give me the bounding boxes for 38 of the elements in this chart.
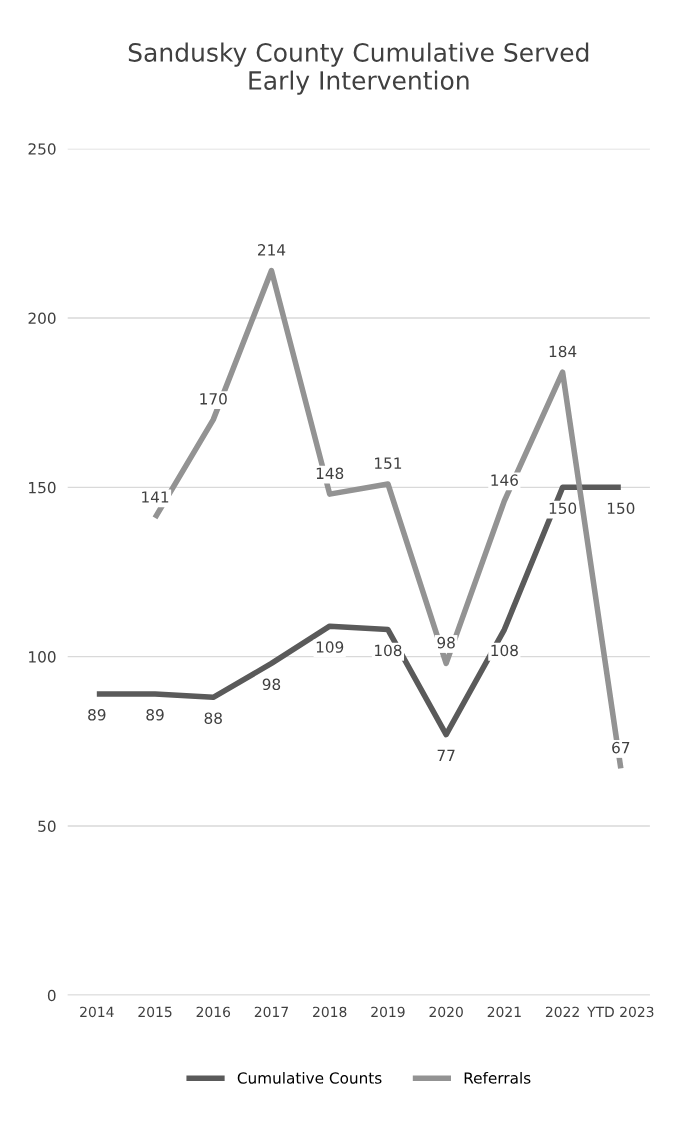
y-tick-label: 200: [28, 312, 56, 325]
data-label: 170: [200, 393, 227, 405]
data-label: 98: [437, 636, 455, 649]
x-tick-label: 2021: [487, 1006, 521, 1018]
data-label: 98: [262, 678, 281, 691]
legend-label: Referrals: [464, 1071, 531, 1084]
x-tick-label: 2014: [80, 1006, 114, 1018]
y-tick-label: 100: [29, 651, 56, 663]
x-tick-label: 2018: [313, 1006, 347, 1018]
data-label: 150: [549, 502, 577, 514]
data-label: 77: [437, 749, 455, 761]
y-tick-label: 0: [47, 989, 56, 1002]
data-label: 67: [612, 741, 630, 754]
data-label: 109: [316, 641, 344, 653]
x-tick-label: 2017: [254, 1006, 288, 1018]
data-label: 89: [146, 709, 164, 721]
data-label: 89: [88, 709, 106, 721]
x-tick-label: 2022: [545, 1006, 579, 1018]
data-label: 148: [316, 467, 344, 480]
data-label: 151: [375, 457, 402, 469]
data-label: 150: [607, 502, 635, 514]
x-tick-label: YTD 2023: [587, 1006, 654, 1018]
data-label: 146: [491, 474, 518, 486]
y-tick-label: 50: [38, 820, 56, 832]
data-label: 108: [375, 644, 402, 657]
x-tick-label: 2016: [196, 1006, 231, 1018]
legend-label: Cumulative Counts: [237, 1071, 382, 1084]
data-label: 214: [258, 244, 286, 256]
x-tick-label: 2020: [429, 1006, 463, 1018]
y-tick-label: 150: [29, 481, 56, 494]
x-tick-label: 2019: [371, 1006, 405, 1018]
x-tick-label: 2015: [138, 1006, 172, 1018]
chart-title: Sandusky County Cumulative Served Early Intervention: [128, 42, 589, 95]
data-label: 88: [204, 712, 222, 724]
y-tick-label: 250: [28, 143, 56, 155]
data-label: 141: [142, 491, 169, 503]
data-label: 108: [491, 644, 518, 657]
data-label: 184: [549, 345, 577, 358]
